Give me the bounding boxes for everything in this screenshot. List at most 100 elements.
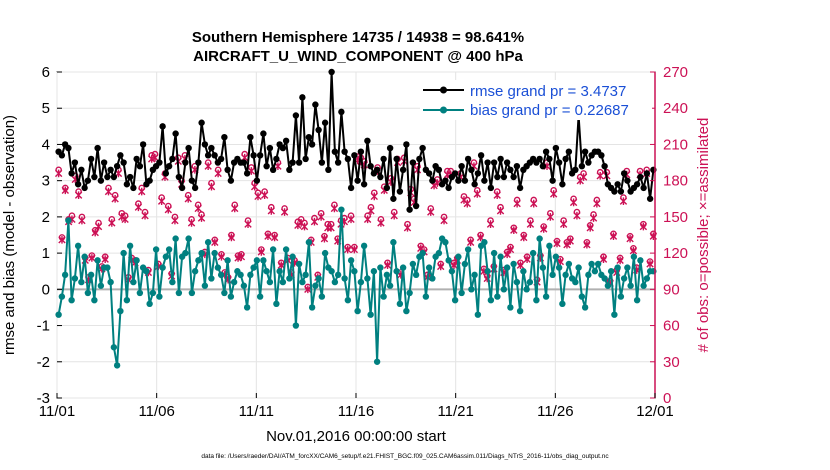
bias-point <box>292 322 300 329</box>
bias-point <box>81 253 88 260</box>
obs-assimilated-point <box>513 199 521 208</box>
left-tick-label: 1 <box>42 245 50 262</box>
right-tick-label: 270 <box>663 64 688 81</box>
bias-point <box>104 264 111 271</box>
bias-point <box>533 297 540 304</box>
bias-point <box>396 300 404 308</box>
rmse-point <box>555 159 563 166</box>
rmse-point <box>646 195 654 202</box>
rmse-point <box>425 170 433 177</box>
obs-assimilated-point <box>197 214 206 222</box>
right-tick-label: 150 <box>663 209 688 226</box>
bias-point <box>266 278 274 286</box>
rmse-point <box>172 130 179 137</box>
obs-assimilated-point <box>151 153 159 162</box>
obs-assimilated-point <box>330 204 339 213</box>
obs-assimilated-point <box>94 222 103 231</box>
obs-assimilated-point <box>184 194 192 203</box>
obs-assimilated-point <box>187 219 196 227</box>
obs-assimilated-point <box>214 169 222 178</box>
bias-point <box>289 253 296 260</box>
bias-point <box>393 268 400 275</box>
rmse-point <box>315 126 322 134</box>
right-tick-label: 30 <box>663 354 680 371</box>
bias-point <box>403 307 410 315</box>
rmse-point <box>266 144 274 152</box>
obs-assimilated-point <box>257 248 266 256</box>
obs-assimilated-point <box>593 199 601 208</box>
obs-assimilated-point <box>104 187 113 196</box>
bias-point <box>318 293 326 300</box>
rmse-point <box>185 144 192 152</box>
bias-point <box>146 300 153 308</box>
rmse-point <box>182 159 189 166</box>
rmse-point <box>494 173 501 181</box>
bias-point <box>344 297 352 304</box>
bias-point <box>526 278 534 286</box>
bias-point <box>260 257 267 264</box>
x-axis: 11/01 11/06 11/11 11/16 11/21 11/26 12/01 <box>39 393 674 420</box>
bias-point <box>152 246 160 253</box>
bias-point <box>536 235 543 242</box>
obs-assimilated-point <box>108 219 116 227</box>
bias-point <box>312 282 319 289</box>
bias-point <box>130 278 137 286</box>
rmse-point <box>344 155 352 163</box>
rmse-point <box>159 123 166 130</box>
obs-assimilated-point <box>327 223 335 232</box>
bias-point <box>334 271 342 279</box>
rmse-point <box>351 152 358 159</box>
rmse-point <box>601 162 608 170</box>
rmse-point <box>334 159 342 166</box>
right-tick-label: 120 <box>663 245 688 262</box>
bias-point <box>637 257 644 264</box>
rmse-point <box>562 155 569 163</box>
rmse-point <box>240 159 248 166</box>
bias-point <box>169 278 176 286</box>
bias-point <box>65 217 72 224</box>
bias-point <box>406 289 413 297</box>
obs-assimilated-point <box>74 191 83 199</box>
rmse-point <box>188 177 196 184</box>
legend-bias-label: bias grand pr = 0.22687 <box>470 102 629 119</box>
rmse-point <box>331 148 339 155</box>
bias-point <box>386 282 394 289</box>
rmse-point <box>227 177 235 184</box>
bias-point <box>302 271 309 279</box>
bias-point <box>390 239 397 246</box>
obs-assimilated-point <box>639 222 648 231</box>
rmse-point <box>126 173 134 181</box>
right-tick-label: 60 <box>663 318 680 335</box>
rmse-point <box>325 166 332 173</box>
obs-assimilated-point <box>121 215 129 224</box>
rmse-point <box>464 155 472 163</box>
rmse-point <box>156 159 163 166</box>
rmse-point <box>637 173 644 181</box>
obs-assimilated-point <box>566 237 574 245</box>
bias-point <box>627 282 634 289</box>
rmse-point <box>201 141 209 148</box>
obs-assimilated-point <box>244 220 252 228</box>
bias-point <box>143 268 150 275</box>
bias-point <box>455 253 462 260</box>
obs-assimilated-point <box>194 204 202 213</box>
bias-point <box>542 293 550 300</box>
rmse-point <box>204 152 212 159</box>
bias-point <box>578 293 586 300</box>
bias-point <box>419 249 426 257</box>
rmse-point <box>260 130 267 137</box>
left-tick-label: 3 <box>42 173 50 190</box>
rmse-point <box>256 152 264 159</box>
bias-point <box>484 268 491 275</box>
bias-point <box>581 304 589 311</box>
rmse-point <box>360 181 368 188</box>
rmse-point <box>263 162 270 170</box>
left-axis: -3 -2 -1 0 1 2 3 4 5 6 <box>37 64 62 407</box>
bias-point <box>149 289 157 297</box>
obs-assimilated-point <box>520 233 528 242</box>
obs-assimilated-point <box>569 198 578 207</box>
rmse-point <box>598 152 605 159</box>
obs-assimilated-point <box>254 192 262 201</box>
rmse-point <box>409 159 417 166</box>
rmse-point <box>643 170 651 177</box>
